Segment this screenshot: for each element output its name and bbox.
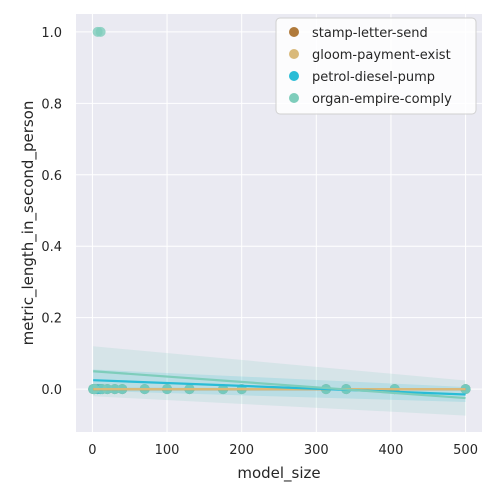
legend-marker xyxy=(289,49,299,59)
y-tick-label: 1.0 xyxy=(41,26,62,41)
legend: stamp-letter-send gloom-payment-exist petr… xyxy=(276,18,476,114)
legend-label: organ-empire-comply xyxy=(312,92,452,107)
y-tick-label: 0.6 xyxy=(41,169,62,184)
x-axis-ticks: 0 100 200 300 400 500 xyxy=(88,443,478,458)
legend-label: petrol-diesel-pump xyxy=(312,70,435,85)
x-tick-label: 200 xyxy=(229,443,254,458)
x-tick-label: 0 xyxy=(88,443,96,458)
y-tick-label: 0.8 xyxy=(41,97,62,112)
legend-label: gloom-payment-exist xyxy=(312,48,451,63)
y-tick-label: 0.4 xyxy=(41,240,62,255)
y-tick-label: 0.0 xyxy=(41,383,62,398)
x-tick-label: 100 xyxy=(155,443,180,458)
legend-marker xyxy=(289,27,299,37)
legend-marker xyxy=(289,71,299,81)
x-tick-label: 500 xyxy=(453,443,478,458)
legend-label: stamp-letter-send xyxy=(312,26,428,41)
y-axis-ticks: 0.0 0.2 0.4 0.6 0.8 1.0 xyxy=(41,26,62,398)
legend-marker xyxy=(289,93,299,103)
x-tick-label: 300 xyxy=(304,443,329,458)
x-tick-label: 400 xyxy=(379,443,404,458)
x-axis-label: model_size xyxy=(237,464,320,483)
data-point xyxy=(96,27,106,37)
y-axis-label: metric_length_in_second_person xyxy=(19,101,38,346)
y-tick-label: 0.2 xyxy=(41,312,62,327)
